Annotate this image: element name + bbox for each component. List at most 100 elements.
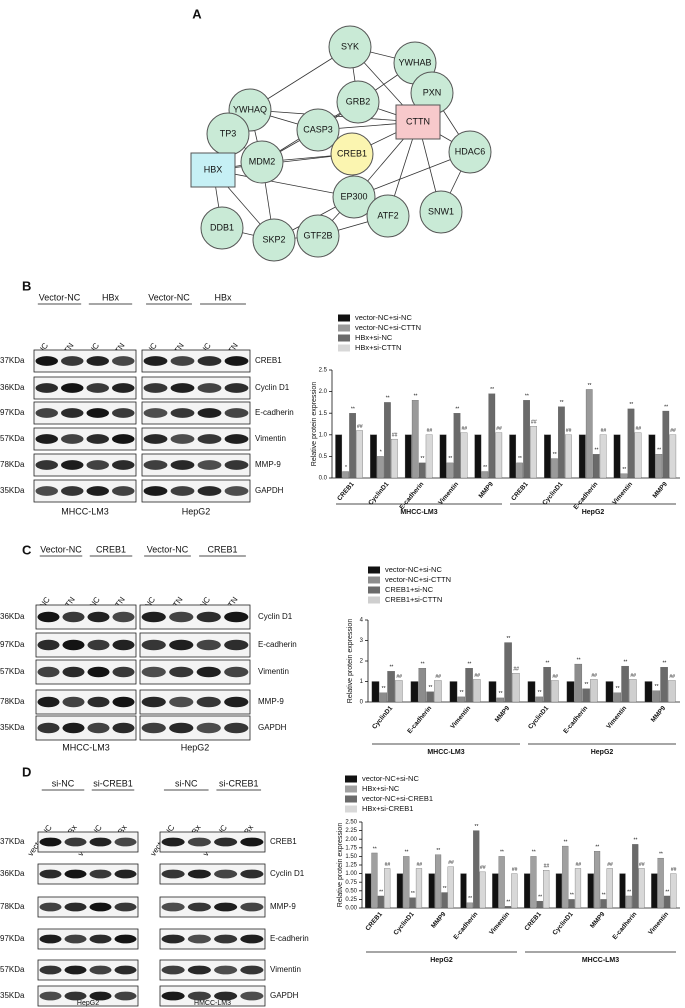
significance-mark: ** <box>382 686 386 692</box>
significance-mark: ## <box>513 667 519 673</box>
cell-line-label: HMCC-LM3 <box>194 1000 231 1007</box>
group-label: HepG2 <box>430 957 453 964</box>
blot-band <box>224 722 249 734</box>
bar <box>434 854 442 909</box>
bar <box>335 434 343 479</box>
blot-band <box>170 460 195 470</box>
y-tick-label: 0.50 <box>345 888 357 894</box>
node-label: YWHAQ <box>233 104 267 114</box>
significance-mark: ## <box>552 674 558 680</box>
bar <box>504 642 512 703</box>
legend-label: CREB1+si-CTTN <box>385 595 442 604</box>
x-tick-label: Vimentin <box>488 911 511 936</box>
significance-mark: ## <box>669 674 675 680</box>
significance-mark: ** <box>460 690 464 696</box>
bar <box>527 681 536 703</box>
significance-mark: ## <box>496 426 502 432</box>
bar <box>625 895 632 909</box>
x-tick-label: E-cadherin <box>562 705 589 735</box>
significance-mark: * <box>380 450 382 456</box>
bar <box>587 873 594 909</box>
blot-band <box>87 666 110 678</box>
legend-swatch <box>368 566 380 574</box>
cell-line-label: HepG2 <box>77 1000 99 1007</box>
significance-mark: ** <box>467 662 471 668</box>
bar <box>425 434 433 479</box>
panel-label: D <box>22 764 31 779</box>
panel-label: C <box>22 542 32 557</box>
significance-mark: ## <box>416 862 422 868</box>
significance-mark: ** <box>623 659 627 665</box>
protein-label: GAPDH <box>255 486 284 495</box>
cell-line-label: MHCC-LM3 <box>62 742 110 752</box>
network-node <box>296 214 340 258</box>
bar <box>492 873 499 909</box>
bar <box>428 873 435 909</box>
significance-mark: ** <box>455 407 459 413</box>
bar <box>504 906 512 909</box>
network-node <box>366 194 410 238</box>
significance-mark: ## <box>566 428 572 434</box>
y-tick-label: 0.25 <box>345 897 357 903</box>
blot-band <box>37 696 60 708</box>
node-label: EP300 <box>340 191 367 201</box>
y-tick-label: 2.00 <box>345 837 357 843</box>
blot-header: si-CREB1 <box>93 778 133 788</box>
blot-header: Vector-NC <box>39 292 81 302</box>
significance-mark: ** <box>443 886 447 892</box>
bar <box>457 696 466 703</box>
significance-mark: ## <box>630 673 636 679</box>
significance-mark: ** <box>468 896 472 902</box>
blot-band <box>112 722 135 734</box>
legend-swatch <box>368 586 380 594</box>
blot-band <box>170 356 195 366</box>
blot-band <box>197 460 222 470</box>
significance-mark: * <box>345 465 347 471</box>
bar <box>621 665 629 703</box>
kda-label: 37KDa <box>0 356 25 365</box>
blot-band <box>196 722 221 734</box>
kda-label: 97KDa <box>0 640 25 649</box>
y-tick-label: 1 <box>360 679 364 685</box>
blot-band <box>161 934 185 944</box>
significance-mark: ** <box>379 889 383 895</box>
blot-band <box>240 991 264 1001</box>
significance-mark: ** <box>627 889 631 895</box>
blot-band <box>224 460 249 470</box>
blot-band <box>86 408 109 418</box>
significance-mark: ## <box>427 428 433 434</box>
significance-mark: ** <box>532 850 536 856</box>
blot-band <box>62 611 85 623</box>
blot-band <box>62 696 85 708</box>
blot-band <box>87 611 110 623</box>
kda-label: 78KDa <box>0 697 25 706</box>
blot-band <box>35 408 58 418</box>
bar <box>453 413 461 479</box>
legend-swatch <box>338 334 350 342</box>
protein-label: GAPDH <box>258 723 287 732</box>
blot-band <box>112 460 135 470</box>
significance-mark: ** <box>414 394 418 400</box>
network-node <box>419 190 463 234</box>
y-axis-title: Relative protein expression <box>337 823 344 908</box>
bar <box>418 668 427 703</box>
significance-mark: ** <box>499 691 503 697</box>
protein-label: E-cadherin <box>270 934 309 943</box>
blot-band <box>89 965 112 975</box>
legend-label: HBx+si-CTTN <box>355 343 401 352</box>
bar <box>410 681 419 703</box>
y-tick-label: 2.5 <box>319 368 328 374</box>
protein-label: MMP-9 <box>258 697 284 706</box>
significance-mark: ** <box>538 894 542 900</box>
x-tick-label: E-cadherin <box>572 481 599 511</box>
kda-label: 35KDa <box>0 486 25 495</box>
blot-band <box>87 696 110 708</box>
protein-label: E-cadherin <box>255 408 294 417</box>
blot-band <box>240 965 264 975</box>
bar <box>411 400 419 479</box>
legend-label: vector-NC+si-NC <box>385 565 442 574</box>
bar <box>558 406 565 479</box>
significance-mark: ** <box>588 383 592 389</box>
blot-band <box>114 991 137 1001</box>
bar <box>655 454 663 479</box>
